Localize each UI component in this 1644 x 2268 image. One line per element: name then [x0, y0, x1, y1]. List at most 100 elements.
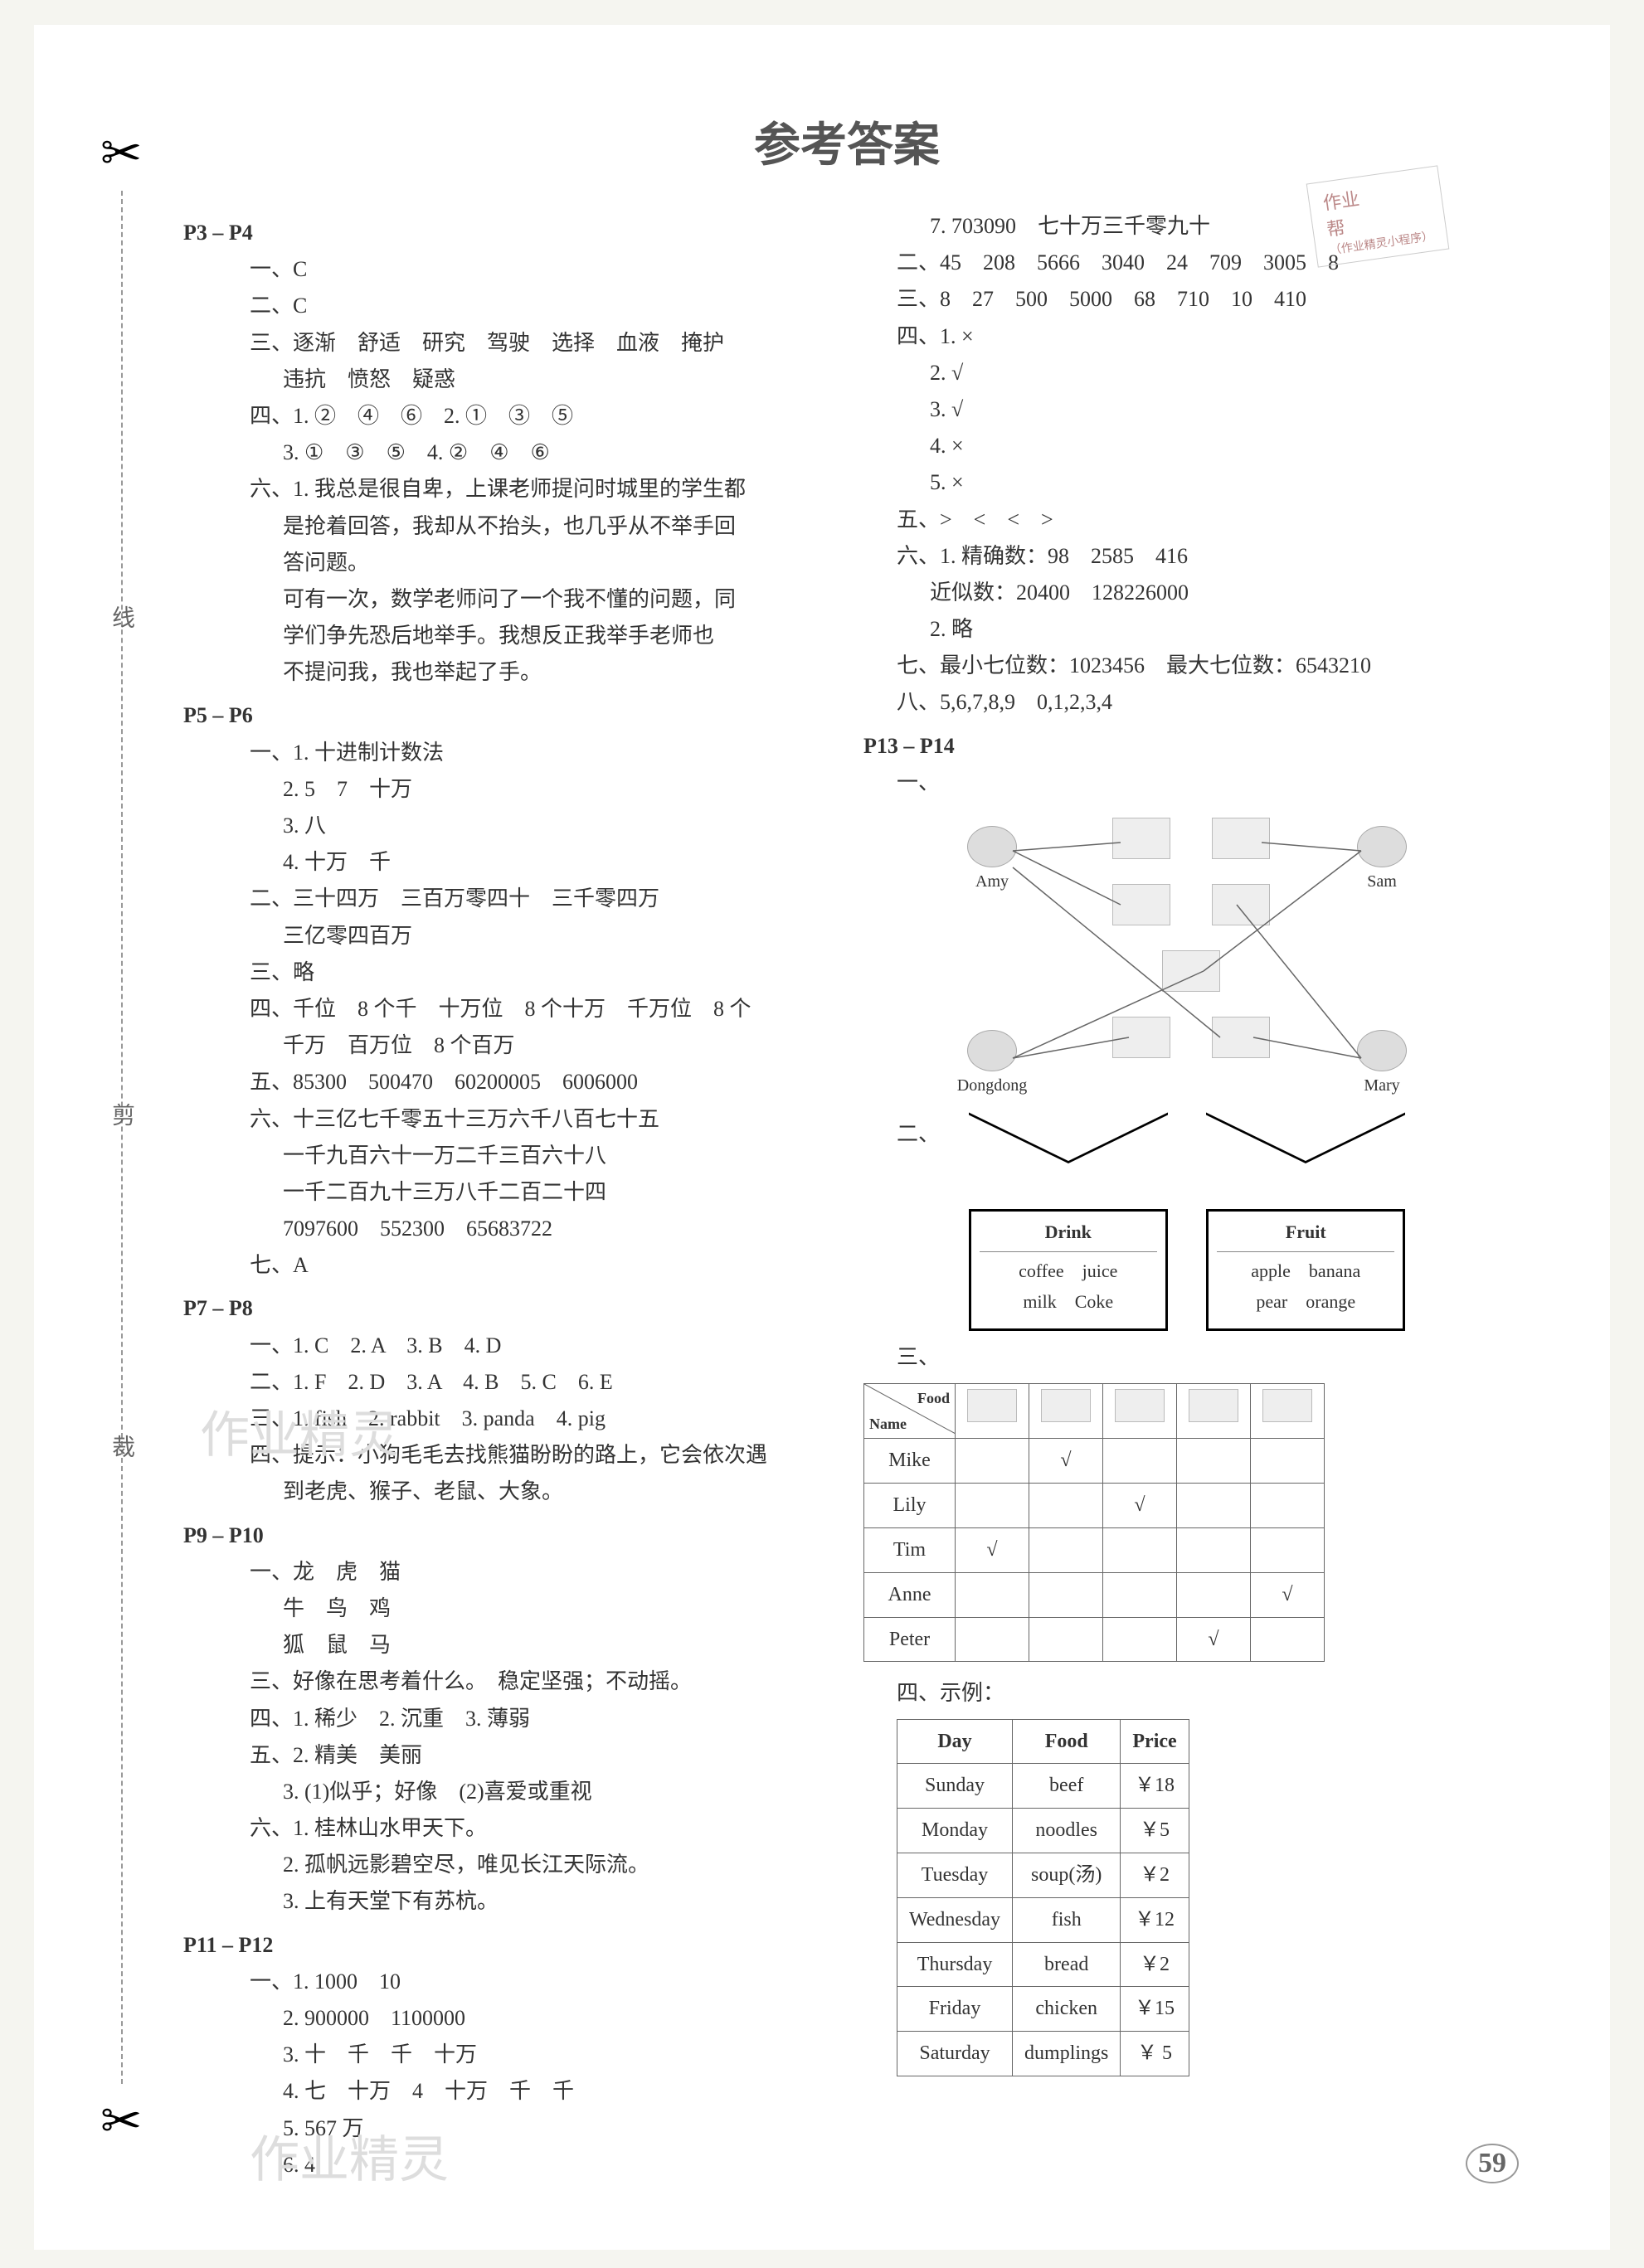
- cell: chicken: [1013, 1987, 1121, 2032]
- food-icon: [1262, 1389, 1312, 1422]
- cell: [956, 1484, 1029, 1528]
- answer-line: 2. 孤帆远影碧空尽，唯见长江天际流。: [183, 1847, 830, 1883]
- section-head: P9 – P10: [183, 1518, 830, 1554]
- cell: [1251, 1527, 1325, 1572]
- cell: [1177, 1439, 1251, 1484]
- answer-line: 二、: [863, 1116, 1510, 1153]
- table-row: Food Name: [864, 1383, 1325, 1439]
- house-row: coffee juice: [980, 1255, 1157, 1286]
- cell: fish: [1013, 1897, 1121, 1942]
- answer-line: 四、千位 8 个千 十万位 8 个十万 千万位 8 个: [183, 991, 830, 1027]
- answer-line: 3. (1)似乎；好像 (2)喜爱或重视: [183, 1774, 830, 1810]
- answer-line: 四、1. ×: [863, 318, 1510, 355]
- answer-line: 5. 567 万: [183, 2110, 830, 2147]
- page-title: 参考答案: [183, 108, 1510, 175]
- header: Food: [1013, 1719, 1121, 1764]
- answer-line: 4. 十万 千: [183, 844, 830, 881]
- answer-line: 5. ×: [863, 464, 1510, 501]
- cell: [1103, 1572, 1177, 1617]
- answer-line: 五、> < < >: [863, 502, 1510, 538]
- answer-line: 六、1. 精确数：98 2585 416: [863, 538, 1510, 575]
- table-row: Mike √: [864, 1439, 1325, 1484]
- food-icon: [1212, 1017, 1270, 1058]
- cell: Sunday: [897, 1764, 1013, 1809]
- cell: ￥12: [1121, 1897, 1189, 1942]
- answer-line: 一千二百九十三万八千二百二十四: [183, 1174, 830, 1211]
- cell: Friday: [897, 1987, 1013, 2032]
- cell: [1029, 1484, 1103, 1528]
- answer-line: 六、1. 我总是很自卑，上课老师提问时城里的学生都: [183, 471, 830, 508]
- cell: [1029, 1617, 1103, 1662]
- answer-line: 2. 900000 1100000: [183, 2000, 830, 2037]
- table-row: Anne √: [864, 1572, 1325, 1617]
- answer-line: 牛 鸟 鸡: [183, 1591, 830, 1627]
- cell: ￥5: [1121, 1809, 1189, 1853]
- answer-line: 二、C: [183, 288, 830, 324]
- row-name: Anne: [864, 1572, 956, 1617]
- cell: ￥18: [1121, 1764, 1189, 1809]
- section-head: P13 – P14: [863, 728, 1510, 765]
- section-head: P5 – P6: [183, 697, 830, 734]
- answer-line: 三、1. fish 2. rabbit 3. panda 4. pig: [183, 1401, 830, 1437]
- scissors-icon: ✂: [100, 2092, 142, 2150]
- food-icon: [1041, 1389, 1091, 1422]
- answer-line: 学们争先恐后地举手。我想反正我举手老师也: [183, 618, 830, 654]
- answer-line: 六、十三亿七千零五十三万六千八百七十五: [183, 1101, 830, 1138]
- answer-line: 四、提示：小狗毛毛去找熊猫盼盼的路上，它会依次遇: [183, 1437, 830, 1474]
- cell: √: [1103, 1484, 1177, 1528]
- cell: Saturday: [897, 2032, 1013, 2076]
- answer-line: 三、逐渐 舒适 研究 驾驶 选择 血液 掩护: [183, 325, 830, 362]
- answer-line: 违抗 愤怒 疑惑: [183, 362, 830, 398]
- answer-line: 一、: [863, 765, 1510, 801]
- house-row: apple banana: [1217, 1255, 1394, 1286]
- answer-line: 2. 略: [863, 611, 1510, 648]
- table-row: Friday chicken ￥15: [897, 1987, 1189, 2032]
- answer-line: 千万 百万位 8 个百万: [183, 1027, 830, 1064]
- answer-line: 3. ① ③ ⑤ 4. ② ④ ⑥: [183, 435, 830, 471]
- table-row: Monday noodles ￥5: [897, 1809, 1189, 1853]
- table-row: Thursday bread ￥2: [897, 1942, 1189, 1987]
- cell: [956, 1572, 1029, 1617]
- diagram-label: Sam: [1345, 867, 1419, 896]
- cell: [1177, 1484, 1251, 1528]
- cut-line: [121, 191, 123, 2084]
- cell: Monday: [897, 1809, 1013, 1853]
- cell: [1251, 1617, 1325, 1662]
- cell: [956, 1439, 1029, 1484]
- answer-line: 一、龙 虎 猫: [183, 1554, 830, 1591]
- food-icon: [1162, 950, 1220, 992]
- header-name: Name: [869, 1411, 907, 1437]
- face-icon: [1357, 1030, 1407, 1071]
- food-icon: [1112, 884, 1170, 925]
- answer-line: 是抢着回答，我却从不抬头，也几乎从不举手回: [183, 508, 830, 545]
- header: Price: [1121, 1719, 1189, 1764]
- answer-line: 三、好像在思考着什么。 稳定坚强；不动摇。: [183, 1663, 830, 1700]
- cell: Thursday: [897, 1942, 1013, 1987]
- food-name-table: Food Name Mike √: [863, 1383, 1325, 1663]
- header-food: Food: [917, 1386, 950, 1411]
- cell: [1177, 1572, 1251, 1617]
- answer-line: 答问题。: [183, 545, 830, 581]
- answer-line: 3. 上有天堂下有苏杭。: [183, 1883, 830, 1920]
- answer-line: 7097600 552300 65683722: [183, 1211, 830, 1247]
- food-icon: [1212, 818, 1270, 859]
- answer-line: 三亿零四百万: [183, 918, 830, 954]
- row-name: Lily: [864, 1484, 956, 1528]
- answer-line: 不提问我，我也举起了手。: [183, 654, 830, 691]
- answer-line: 4. ×: [863, 428, 1510, 464]
- food-icon: [1212, 884, 1270, 925]
- cell: ￥2: [1121, 1942, 1189, 1987]
- cut-label: 剪: [105, 1103, 138, 1126]
- table-row: Sunday beef ￥18: [897, 1764, 1189, 1809]
- section-head: P11 – P12: [183, 1927, 830, 1964]
- table-row: Tim √: [864, 1527, 1325, 1572]
- table-row: Peter √: [864, 1617, 1325, 1662]
- diagonal-header: Food Name: [864, 1383, 956, 1439]
- answer-line: 四、1. 稀少 2. 沉重 3. 薄弱: [183, 1701, 830, 1737]
- food-icon: [1189, 1389, 1238, 1422]
- house-row: pear orange: [1217, 1286, 1394, 1317]
- table-row: Day Food Price: [897, 1719, 1189, 1764]
- row-name: Mike: [864, 1439, 956, 1484]
- cell: Tuesday: [897, 1853, 1013, 1897]
- answer-line: 3. 十 千 千 十万: [183, 2037, 830, 2073]
